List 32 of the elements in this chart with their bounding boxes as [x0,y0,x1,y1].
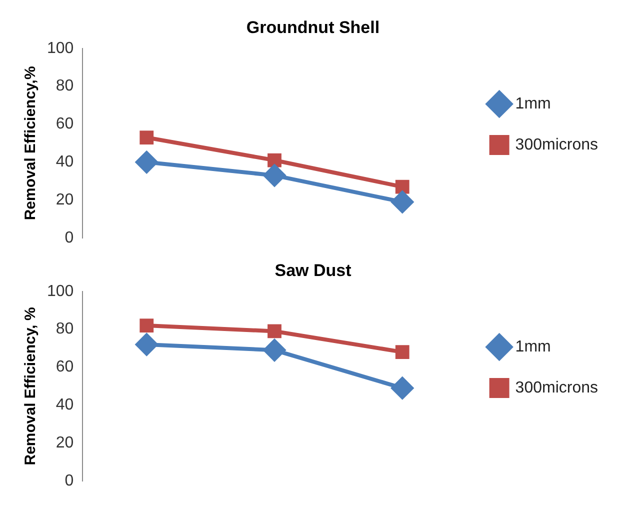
y-axis-title: Removal Efficiency, % [22,307,40,466]
point [136,151,158,174]
point [263,339,286,362]
point [268,153,282,168]
point [263,164,286,186]
point [391,190,414,213]
point [395,345,410,360]
point [136,333,158,356]
y-tick-label: 80 [56,78,74,95]
chart-title: Groundnut Shell [246,18,380,37]
y-tick-label: 80 [56,320,74,338]
y-tick-label: 20 [56,434,74,452]
y-tick-label: 100 [46,40,74,57]
y-tick-label: 60 [56,358,74,376]
legend-label: 1mm [515,338,551,356]
y-tick-label: 40 [56,154,74,171]
point [140,318,154,332]
point [140,130,154,144]
legend-label: 300microns [515,379,598,396]
y-axis-title: Removal Efficiency,% [22,66,40,220]
point [268,324,282,338]
point [391,377,414,400]
y-tick-label: 60 [56,116,74,133]
y-tick-label: 40 [56,396,74,414]
y-tick-label: 100 [46,282,74,300]
y-tick-label: 0 [64,472,74,490]
legend-label: 1mm [515,95,551,112]
y-tick-label: 0 [64,229,74,246]
point [395,180,410,194]
y-tick-label: 20 [56,191,74,208]
legend-label: 300microns [515,136,598,154]
chart-title: Saw Dust [274,260,352,280]
